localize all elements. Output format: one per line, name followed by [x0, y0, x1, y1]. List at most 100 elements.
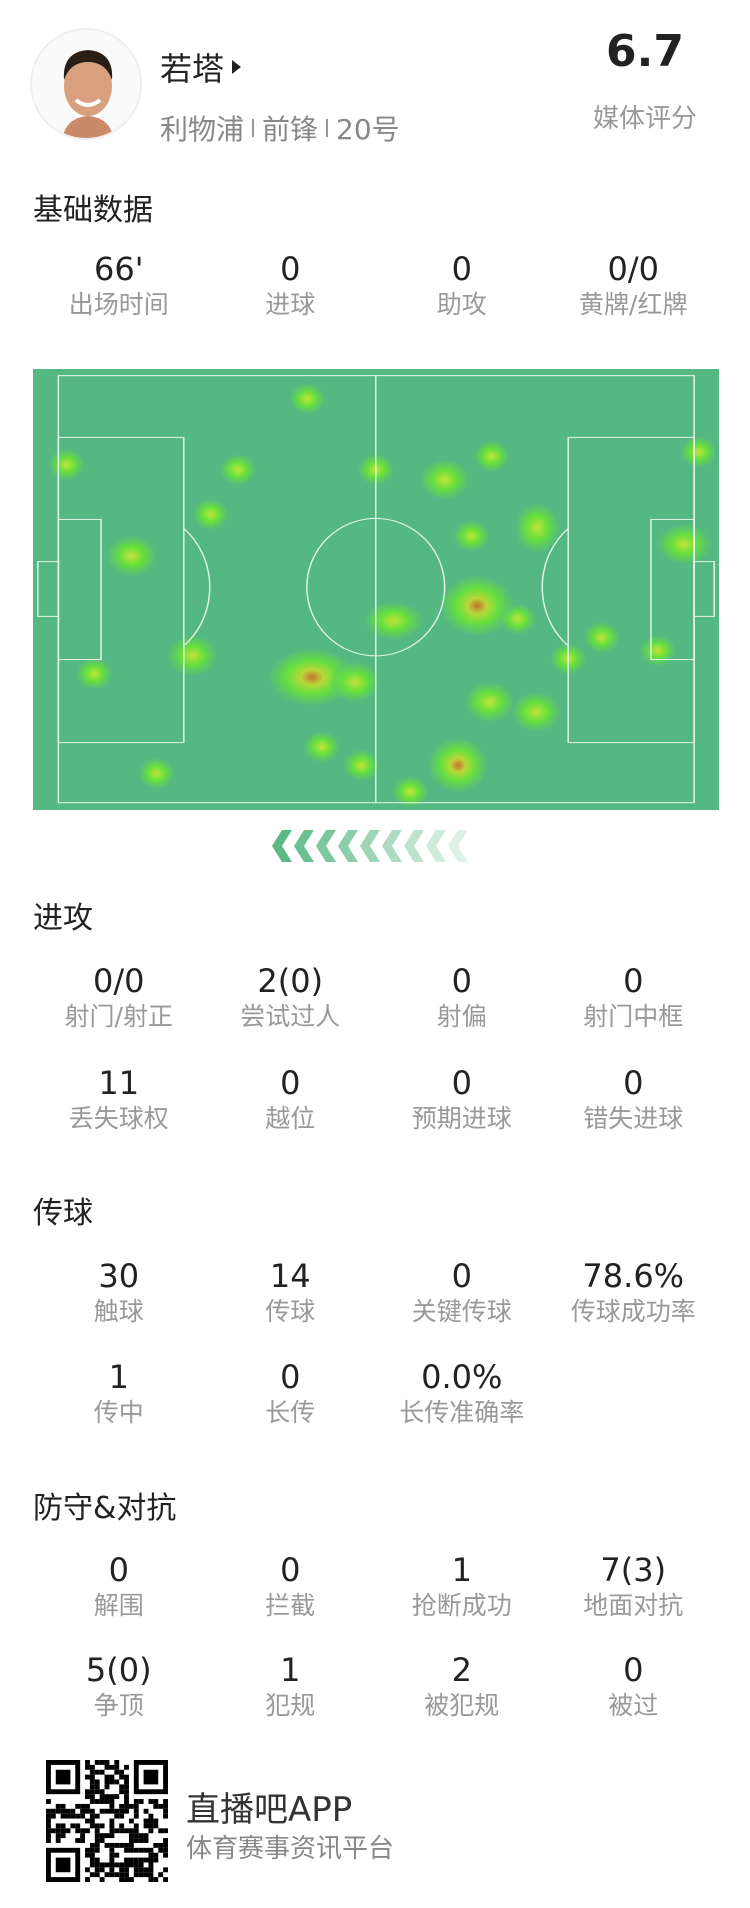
- stat-value: 1: [108, 1358, 129, 1396]
- stats-row: 5(0) 争顶 1 犯规 2 被犯规 0 被过: [33, 1651, 719, 1723]
- app-tagline: 体育赛事资讯平台: [186, 1834, 395, 1864]
- stat-item: 66' 出场时间: [33, 250, 205, 322]
- stat-label: 抢断成功: [411, 1591, 512, 1620]
- stat-label: 被犯规: [424, 1691, 500, 1720]
- heatmap-spot: [137, 756, 176, 791]
- stat-label: 进球: [265, 290, 316, 319]
- stat-item: 78.6% 传球成功率: [548, 1257, 720, 1329]
- divider: [326, 119, 329, 137]
- stat-label: 传球: [265, 1297, 316, 1326]
- stat-value: 0: [280, 250, 301, 288]
- stat-label: 黄牌/红牌: [579, 290, 688, 319]
- stat-item: 0 助攻: [376, 250, 548, 322]
- heatmap-spot: [472, 439, 511, 473]
- rating-value: 6.7: [606, 26, 684, 77]
- stats-row: 66' 出场时间 0 进球 0 助攻 0/0 黄牌/红牌: [33, 250, 719, 322]
- stat-item: 0 越位: [205, 1064, 377, 1136]
- stat-label: 尝试过人: [240, 1002, 341, 1031]
- stat-value: 7(3): [600, 1551, 667, 1589]
- stat-label: 射门/射正: [64, 1002, 173, 1031]
- stat-value: 0: [108, 1551, 129, 1589]
- heatmap-spot: [362, 600, 425, 641]
- stat-label: 传中: [93, 1398, 144, 1427]
- stat-value: 78.6%: [582, 1257, 685, 1295]
- stat-value: 0: [451, 962, 472, 1000]
- player-name: 若塔: [160, 50, 225, 88]
- stat-item: 0 长传: [205, 1358, 377, 1430]
- stat-item: 11 丢失球权: [33, 1064, 205, 1136]
- stat-item: 0 错失进球: [548, 1064, 720, 1136]
- heatmap-spot: [191, 497, 230, 532]
- heatmap-pitch: [33, 369, 719, 810]
- stat-value: 1: [451, 1551, 472, 1589]
- heatmap-spot: [679, 435, 718, 469]
- caret-right-icon: [232, 60, 242, 74]
- heatmap-spot: [655, 522, 713, 566]
- stats-row: 30 触球 14 传球 0 关键传球 78.6% 传球成功率: [33, 1257, 719, 1329]
- stat-item: 0 被过: [548, 1651, 720, 1723]
- shirt-number: 20号: [336, 113, 400, 146]
- stat-value: 5(0): [85, 1651, 152, 1689]
- stat-value: 0: [623, 1651, 644, 1689]
- player-info: 利物浦 前锋 20号: [160, 108, 400, 148]
- avatar[interactable]: [30, 28, 142, 140]
- heatmap-spot: [105, 534, 158, 578]
- attack-direction-indicator: [272, 830, 468, 862]
- stat-item: 0.0% 长传准确率: [376, 1358, 548, 1430]
- stat-label: 越位: [265, 1104, 316, 1133]
- stat-item: 0/0 射门/射正: [33, 962, 205, 1034]
- heatmap-spot: [462, 680, 516, 724]
- heatmap-spot: [582, 620, 621, 654]
- section-title: 传球: [33, 1196, 93, 1231]
- stats-row: 0/0 射门/射正 2(0) 尝试过人 0 射偏 0 射门中框: [33, 962, 719, 1034]
- stat-label: 传球成功率: [570, 1297, 696, 1326]
- stats-row: 1 传中 0 长传 0.0% 长传准确率: [33, 1358, 719, 1430]
- stat-item: 2 被犯规: [376, 1651, 548, 1723]
- stat-label: 争顶: [93, 1691, 144, 1720]
- stat-value: 30: [98, 1257, 140, 1295]
- chevron-left-icon: [426, 830, 446, 862]
- stat-item: 14 传球: [205, 1257, 377, 1329]
- heatmap-spot: [638, 633, 677, 668]
- heatmap-spot: [342, 748, 381, 782]
- stat-label: 拦截: [265, 1591, 316, 1620]
- chevron-left-icon: [272, 830, 292, 862]
- pitch-lines: [37, 375, 715, 804]
- stat-value: 0: [451, 250, 472, 288]
- stat-value: 1: [280, 1651, 301, 1689]
- stat-label: 长传: [265, 1398, 316, 1427]
- player-name-link[interactable]: 若塔: [160, 44, 242, 90]
- heatmap-spot: [391, 775, 430, 809]
- stat-value: 0: [280, 1064, 301, 1102]
- rating-label: 媒体评分: [592, 104, 697, 134]
- team-name: 利物浦: [160, 113, 245, 146]
- stat-label: 解围: [93, 1591, 144, 1620]
- chevron-left-icon: [448, 830, 468, 862]
- stat-item: 0 预期进球: [376, 1064, 548, 1136]
- stat-item: 0/0 黄牌/红牌: [548, 250, 720, 322]
- stat-item: 30 触球: [33, 1257, 205, 1329]
- stat-value: 2: [451, 1651, 472, 1689]
- stats-row: 0 解围 0 拦截 1 抢断成功 7(3) 地面对抗: [33, 1551, 719, 1623]
- heatmap-spot: [47, 448, 86, 482]
- stat-label: 长传准确率: [399, 1398, 525, 1427]
- chevron-left-icon: [316, 830, 336, 862]
- stat-label: 犯规: [265, 1691, 316, 1720]
- stat-value: 0: [280, 1358, 301, 1396]
- stat-item: 0 进球: [205, 250, 377, 322]
- stat-label: 助攻: [436, 290, 487, 319]
- stat-value: 14: [269, 1257, 311, 1295]
- stat-item: 1 传中: [33, 1358, 205, 1430]
- heatmap-spot: [288, 382, 327, 416]
- stat-item: 0 拦截: [205, 1551, 377, 1623]
- chevron-left-icon: [294, 830, 314, 862]
- stat-label: 触球: [93, 1297, 144, 1326]
- divider: [252, 119, 255, 137]
- stat-item: 1 犯规: [205, 1651, 377, 1723]
- heatmap-spot: [328, 660, 382, 704]
- stat-item: 0 解围: [33, 1551, 205, 1623]
- stat-value: 0: [451, 1257, 472, 1295]
- chevron-left-icon: [404, 830, 424, 862]
- heatmap-spot: [418, 457, 472, 502]
- stat-label: 预期进球: [411, 1104, 512, 1133]
